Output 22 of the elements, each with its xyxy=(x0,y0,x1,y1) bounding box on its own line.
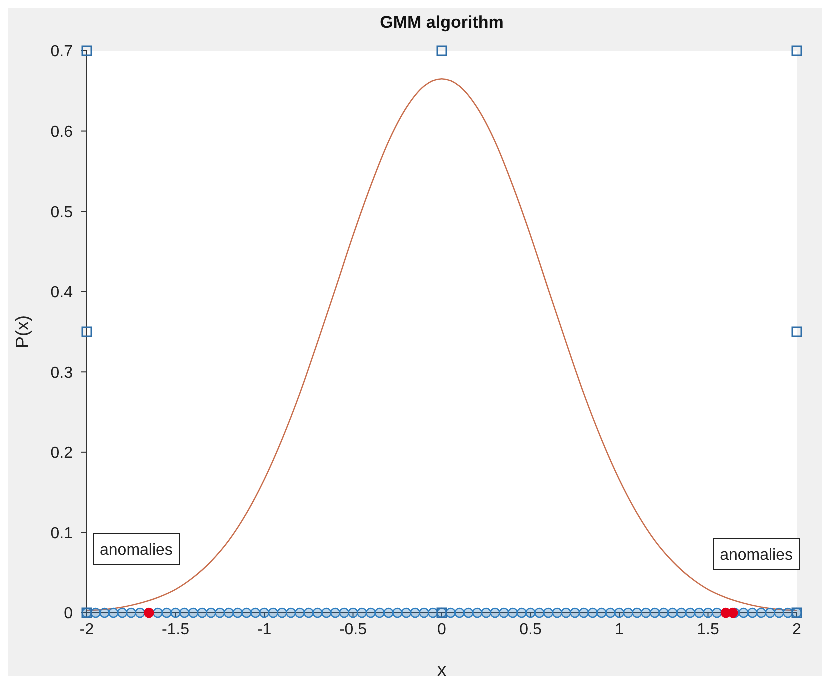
y-tick-label: 0.2 xyxy=(50,445,74,462)
y-tick-label: 0.6 xyxy=(50,124,74,141)
y-tick-label: 0.7 xyxy=(50,44,74,61)
x-tick-label: 0.5 xyxy=(520,621,542,638)
x-tick-label: 1 xyxy=(615,621,624,638)
x-tick-label: -2 xyxy=(80,621,94,638)
chart-title: GMM algorithm xyxy=(379,13,505,33)
annotation: anomalies xyxy=(713,538,800,570)
y-tick-label: 0.3 xyxy=(50,364,74,382)
x-tick-label: 0 xyxy=(438,621,447,638)
annotation: anomalies xyxy=(93,533,180,565)
y-tick-label: 0.5 xyxy=(50,204,74,222)
x-tick-label: -1.5 xyxy=(162,621,190,638)
y-axis-title: P(x) xyxy=(12,316,32,348)
x-tick-label: 1.5 xyxy=(697,621,720,638)
x-tick-label: -0.5 xyxy=(339,621,368,638)
x-axis-title: x xyxy=(438,660,446,680)
y-tick-label: 0.1 xyxy=(50,525,74,542)
x-tick-label: -1 xyxy=(257,621,272,638)
x-tick-label: 2 xyxy=(792,621,802,638)
y-tick-label: 0.4 xyxy=(50,284,74,302)
y-tick-label: 0 xyxy=(64,606,74,623)
